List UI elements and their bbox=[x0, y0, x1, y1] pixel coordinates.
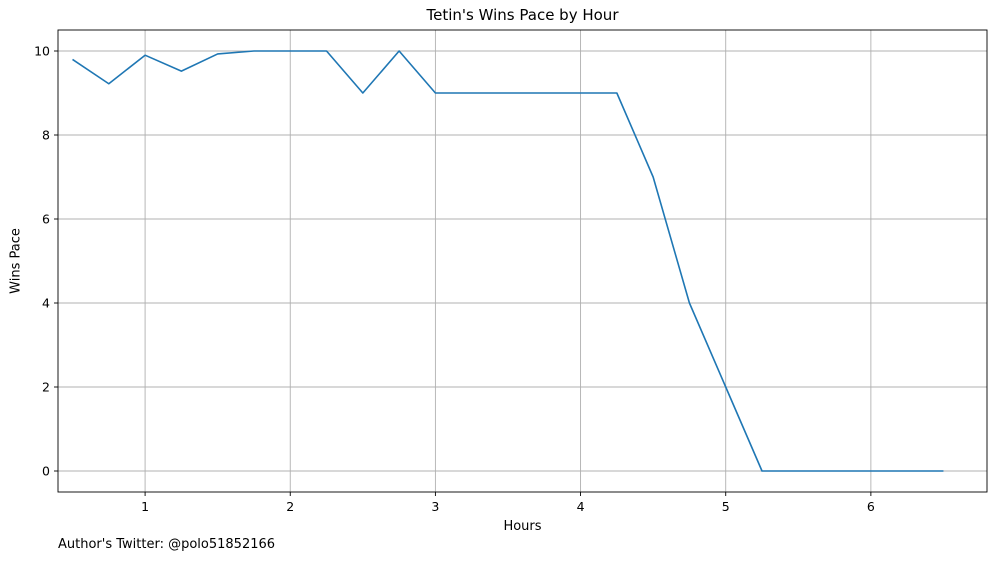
plot-frame bbox=[57, 29, 988, 493]
y-tick-label: 8 bbox=[42, 128, 50, 143]
y-tick-label: 4 bbox=[42, 296, 50, 311]
author-credit: Author's Twitter: @polo51852166 bbox=[58, 537, 276, 552]
x-axis-label: Hours bbox=[503, 519, 542, 534]
y-tick-label: 10 bbox=[34, 44, 50, 59]
x-tick-label: 2 bbox=[286, 499, 294, 514]
chart-title: Tetin's Wins Pace by Hour bbox=[426, 6, 619, 24]
x-tick-label: 4 bbox=[577, 499, 585, 514]
y-tick-label: 6 bbox=[42, 212, 50, 227]
y-axis-label: Wins Pace bbox=[8, 228, 24, 294]
x-tick-label: 3 bbox=[431, 499, 439, 514]
x-tick-label: 5 bbox=[722, 499, 730, 514]
series-line bbox=[72, 50, 944, 472]
x-tick-label: 1 bbox=[141, 499, 149, 514]
y-tick-label: 2 bbox=[42, 380, 50, 395]
y-tick-label: 0 bbox=[42, 464, 50, 479]
x-tick-label: 6 bbox=[867, 499, 875, 514]
